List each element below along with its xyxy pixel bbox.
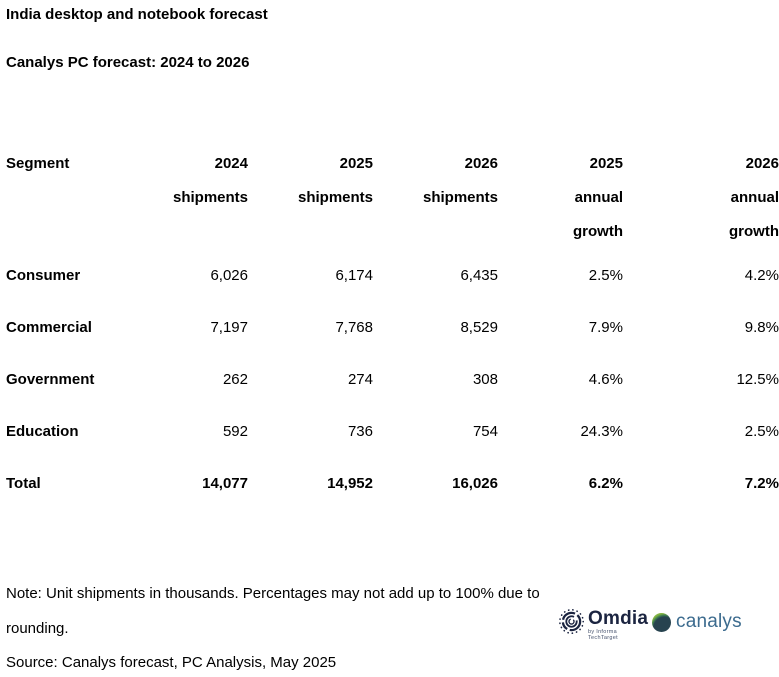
segment-label: Education [6, 422, 79, 440]
header-segment: Segment [6, 155, 70, 172]
cell-value: 7.2% [744, 474, 779, 492]
cell-value: 4.2% [744, 266, 779, 284]
cell-value: 274 [347, 370, 373, 388]
footnotes: Note: Unit shipments in thousands. Perce… [6, 577, 546, 677]
cell-value: 7.9% [588, 318, 623, 336]
cell-value: 6.2% [588, 474, 623, 492]
cell-value: 262 [222, 370, 248, 388]
cell-value: 2.5% [744, 422, 779, 440]
segment-label: Total [6, 474, 41, 492]
omdia-rings-icon [558, 608, 585, 639]
source-text: Source: Canalys forecast, PC Analysis, M… [6, 654, 337, 671]
segment-label: Consumer [6, 266, 81, 284]
cell-value: 24.3% [580, 422, 623, 440]
table-row-commercial: Commercial 7,197 7,768 8,529 7.9% 9.8% [0, 301, 779, 353]
cell-value: 6,174 [335, 266, 373, 284]
segment-label: Government [6, 370, 95, 388]
cell-value: 6,435 [460, 266, 498, 284]
omdia-wordmark: Omdia [588, 608, 649, 629]
table-row-government: Government 262 274 308 4.6% 12.5% [0, 353, 779, 405]
cell-value: 14,077 [202, 474, 248, 492]
omdia-text-block: Omdia by Informa TechTarget [588, 608, 648, 641]
omdia-tagline: by Informa TechTarget [588, 629, 618, 641]
cell-value: 12.5% [736, 370, 779, 388]
page-title: India desktop and notebook forecast [6, 6, 268, 23]
header-2024-shipments: 2024 shipments [172, 155, 248, 206]
omdia-logo: Omdia by Informa TechTarget [558, 608, 648, 641]
segment-label: Commercial [6, 318, 92, 336]
table-row-education: Education 592 736 754 24.3% 2.5% [0, 405, 779, 457]
cell-value: 7,768 [335, 318, 373, 336]
cell-value: 6,026 [210, 266, 248, 284]
canalys-logo: canalys [652, 612, 742, 632]
forecast-table: Segment 2024 shipments 2025 shipments 20… [0, 147, 779, 509]
note-text-line2: rounding. [6, 619, 69, 637]
cell-value: 308 [472, 370, 498, 388]
cell-value: 4.6% [588, 370, 623, 388]
table-row-consumer: Consumer 6,026 6,174 6,435 2.5% 4.2% [0, 249, 779, 301]
table-header-row: Segment 2024 shipments 2025 shipments 20… [0, 147, 779, 249]
note-text-line1: Note: Unit shipments in thousands. Perce… [6, 585, 540, 602]
cell-value: 2.5% [588, 266, 623, 284]
table-row-total: Total 14,077 14,952 16,026 6.2% 7.2% [0, 457, 779, 509]
canalys-wordmark: canalys [676, 611, 742, 632]
cell-value: 7,197 [210, 318, 248, 336]
cell-value: 14,952 [327, 474, 373, 492]
header-2026-shipments: 2026 shipments [422, 155, 498, 206]
cell-value: 9.8% [744, 318, 779, 336]
header-2026-growth: 2026 annual growth [729, 155, 779, 240]
canalys-globe-icon [652, 612, 671, 632]
cell-value: 754 [472, 422, 498, 440]
cell-value: 736 [347, 422, 373, 440]
cell-value: 8,529 [460, 318, 498, 336]
page-subtitle: Canalys PC forecast: 2024 to 2026 [6, 54, 250, 71]
header-2025-shipments: 2025 shipments [297, 155, 373, 206]
cell-value: 16,026 [452, 474, 498, 492]
cell-value: 592 [222, 422, 248, 440]
header-2025-growth: 2025 annual growth [573, 155, 623, 240]
